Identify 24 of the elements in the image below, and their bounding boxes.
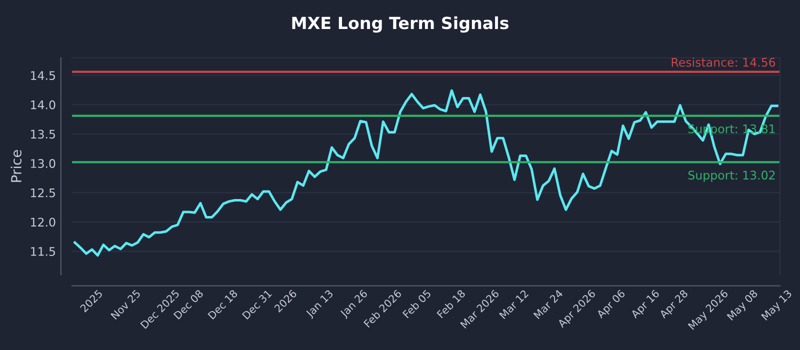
x-tick-label: Jan 26 — [339, 289, 370, 320]
y-tick-label: 14.5 — [31, 71, 55, 80]
y-tick-label: 14.0 — [31, 100, 56, 110]
x-tick-label: Mar 24 — [533, 289, 564, 320]
y-tick-label: 12.0 — [31, 218, 56, 227]
y-tick-label: 13.0 — [31, 159, 56, 168]
x-tick-label: Feb 18 — [436, 289, 466, 318]
y-tick-label: 12.5 — [31, 188, 55, 198]
x-tick-label: Jan 13 — [305, 289, 335, 320]
ref-line-label: Resistance: 14.56 — [672, 58, 776, 67]
y-tick-label: 11.5 — [31, 247, 55, 256]
y-tick-label: 13.5 — [31, 130, 55, 139]
ref-line-label: Support: 13.02 — [688, 170, 775, 182]
line-series — [74, 89, 778, 257]
x-tick-label: Apr 06 — [596, 289, 627, 320]
x-tick-label: Dec 31 — [242, 289, 272, 320]
x-tick-label: Feb 05 — [402, 289, 432, 318]
chart-title: MXE Long Term Signals — [292, 16, 508, 33]
x-tick-label: Apr 16 — [630, 289, 662, 320]
x-tick-label: Nov 25 — [110, 289, 141, 320]
y-axis-title: Price — [10, 150, 22, 182]
x-tick-label: Apr 28 — [658, 289, 690, 320]
x-tick-label: Dec 18 — [208, 289, 238, 320]
x-tick-label: Mar 12 — [498, 290, 529, 320]
